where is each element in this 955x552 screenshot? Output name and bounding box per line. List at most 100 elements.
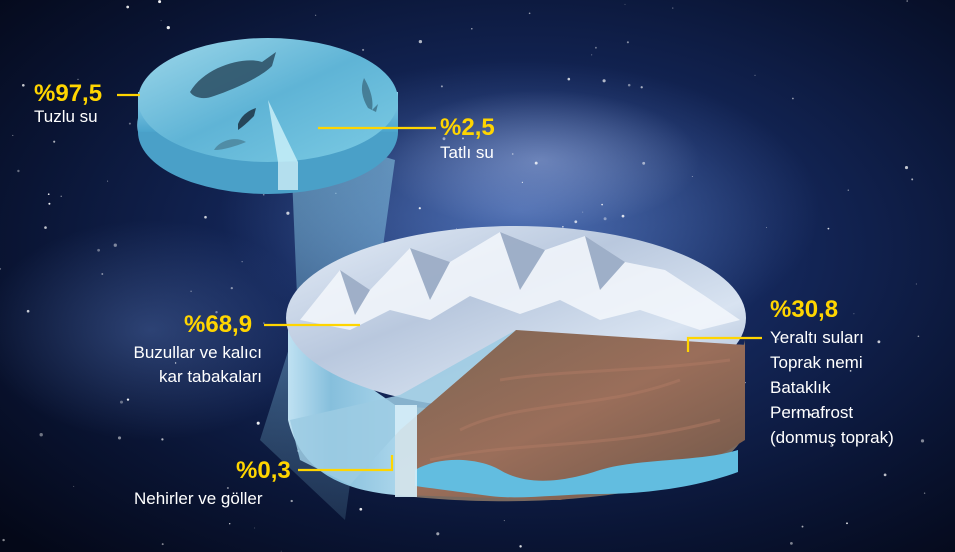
star xyxy=(511,153,514,155)
salt-water-percent: %97,5 xyxy=(34,80,103,107)
star xyxy=(204,215,207,219)
star xyxy=(230,286,233,290)
fresh-water-wedge-side xyxy=(278,162,298,190)
star xyxy=(877,340,881,344)
star xyxy=(117,436,122,440)
groundwater-label-line4: Permafrost xyxy=(770,403,854,422)
star xyxy=(603,217,607,221)
star xyxy=(754,74,756,77)
star xyxy=(776,338,779,341)
star xyxy=(534,161,538,165)
star xyxy=(418,207,421,210)
star xyxy=(190,290,192,293)
star xyxy=(503,520,505,522)
star xyxy=(126,398,130,401)
star xyxy=(627,83,631,87)
star xyxy=(166,25,170,30)
star xyxy=(418,39,423,44)
star xyxy=(521,181,524,183)
star xyxy=(53,140,56,143)
star xyxy=(853,313,855,315)
star xyxy=(827,227,830,230)
rivers-label: Nehirler ve göller xyxy=(134,489,263,508)
star xyxy=(73,485,75,487)
star xyxy=(691,176,693,178)
dolphin-shape xyxy=(214,139,246,150)
star xyxy=(262,193,265,196)
glaciers-label-line1: Buzullar ve kalıcı xyxy=(133,343,263,362)
groundwater-label-line1: Yeraltı suları xyxy=(770,328,864,347)
star xyxy=(471,27,473,30)
star xyxy=(917,335,920,338)
star xyxy=(602,79,606,83)
star xyxy=(160,20,162,22)
star xyxy=(849,370,852,372)
star xyxy=(642,161,646,165)
star xyxy=(796,411,799,414)
star xyxy=(2,538,5,542)
star xyxy=(787,409,790,412)
rivers-leader xyxy=(298,455,394,472)
star xyxy=(254,527,256,529)
shark-shape xyxy=(361,78,378,112)
star xyxy=(0,267,2,270)
groundwater-cutaway xyxy=(400,330,745,500)
star xyxy=(562,226,564,228)
star xyxy=(47,193,50,196)
star xyxy=(126,5,130,9)
star xyxy=(128,122,131,125)
star xyxy=(790,542,793,545)
fresh-water-label: Tatlı su xyxy=(440,143,494,162)
star xyxy=(77,78,79,80)
dolphin-shape xyxy=(238,108,256,130)
groundwater-label-line3: Bataklık xyxy=(770,378,831,397)
groundwater-percent: %30,8 xyxy=(770,296,839,323)
star xyxy=(359,507,363,511)
star xyxy=(215,311,218,314)
star xyxy=(158,0,162,4)
rivers-percent: %0,3 xyxy=(236,457,291,484)
salt-water-label: Tuzlu su xyxy=(34,107,98,126)
star xyxy=(101,273,104,275)
star xyxy=(48,202,51,205)
star xyxy=(263,322,265,324)
star xyxy=(601,203,603,206)
star xyxy=(315,14,317,16)
star xyxy=(462,137,464,140)
star xyxy=(286,211,290,215)
star xyxy=(883,473,887,477)
star xyxy=(911,178,914,181)
star xyxy=(39,433,43,437)
star xyxy=(594,46,597,49)
star xyxy=(442,137,446,141)
star xyxy=(113,243,117,247)
star xyxy=(904,166,909,170)
star xyxy=(97,248,100,252)
star xyxy=(792,97,794,100)
star xyxy=(17,169,20,173)
groundwater-leader xyxy=(686,336,762,352)
star xyxy=(621,214,625,218)
soil-texture xyxy=(429,358,731,462)
star xyxy=(528,12,531,15)
whale-shape xyxy=(190,52,276,99)
star xyxy=(915,283,917,285)
star xyxy=(591,54,593,56)
star xyxy=(567,77,571,81)
star xyxy=(801,525,804,528)
fresh-water-wedge xyxy=(268,100,298,162)
star xyxy=(12,134,14,136)
star xyxy=(456,228,457,230)
star xyxy=(174,362,177,364)
leader-lines xyxy=(117,93,762,472)
star xyxy=(626,41,629,44)
star xyxy=(119,400,124,404)
star xyxy=(624,3,626,5)
star xyxy=(60,195,62,197)
star xyxy=(436,532,440,536)
star xyxy=(906,0,909,2)
star xyxy=(161,543,164,546)
rivers-lakes-band xyxy=(415,450,738,498)
star xyxy=(920,439,925,443)
star xyxy=(765,226,768,229)
